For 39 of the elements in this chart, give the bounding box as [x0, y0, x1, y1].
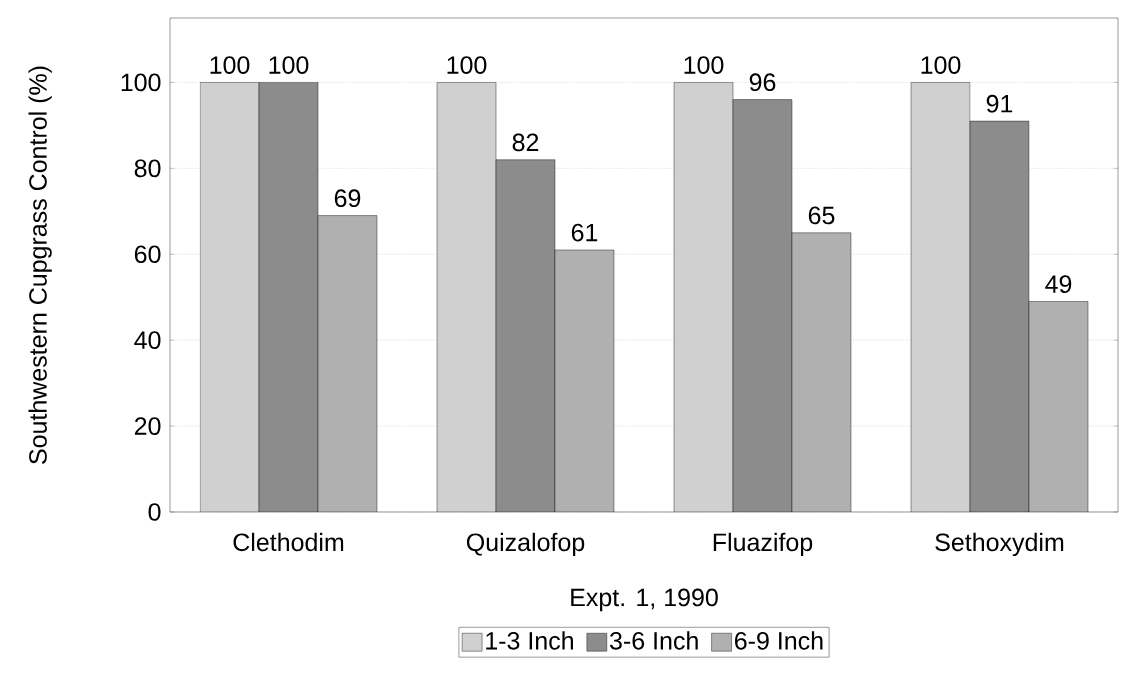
bar	[555, 249, 615, 512]
y-tick-label: 20	[134, 417, 161, 435]
y-tick-label: 80	[134, 159, 161, 178]
data-label: 100	[684, 56, 724, 74]
y-tick-label: 0	[148, 503, 161, 521]
data-label: 49	[1045, 275, 1072, 293]
bar	[200, 82, 260, 512]
data-label: 100	[447, 56, 487, 74]
data-label: 100	[269, 56, 309, 74]
data-label: 65	[808, 206, 835, 225]
y-tick-label: 100	[121, 73, 161, 92]
bar	[437, 82, 497, 512]
bar	[496, 159, 556, 512]
y-axis-title: Southwestern Cupgrass Control (%)	[28, 66, 52, 464]
x-tick-label: Quizalofop	[466, 532, 585, 557]
data-label: 82	[512, 133, 539, 152]
data-label: 69	[334, 189, 361, 208]
bar	[733, 99, 792, 512]
data-label: 100	[210, 56, 250, 74]
bar	[259, 82, 319, 512]
x-tick-label: Fluazifop	[713, 532, 813, 557]
data-label: 61	[571, 223, 598, 242]
bar	[792, 232, 851, 512]
legend-label: 6-9 Inch	[735, 631, 823, 650]
data-label: 96	[749, 73, 776, 92]
data-label: 100	[921, 56, 961, 74]
legend-label: 1-3 Inch	[486, 631, 573, 650]
y-tick-label: 40	[134, 331, 161, 350]
data-label: 91	[986, 94, 1013, 113]
x-axis-title: Expt. 1, 1990	[571, 588, 718, 612]
bar	[969, 120, 1030, 512]
x-tick-label: Sethoxydim	[935, 532, 1064, 557]
x-tick-label: Clethodim	[233, 532, 344, 552]
bar	[674, 82, 734, 512]
bar	[1028, 301, 1089, 512]
legend-label: 3-6 Inch	[609, 631, 698, 650]
y-tick-label: 60	[134, 245, 161, 264]
bar	[910, 82, 971, 512]
bar	[318, 215, 378, 512]
